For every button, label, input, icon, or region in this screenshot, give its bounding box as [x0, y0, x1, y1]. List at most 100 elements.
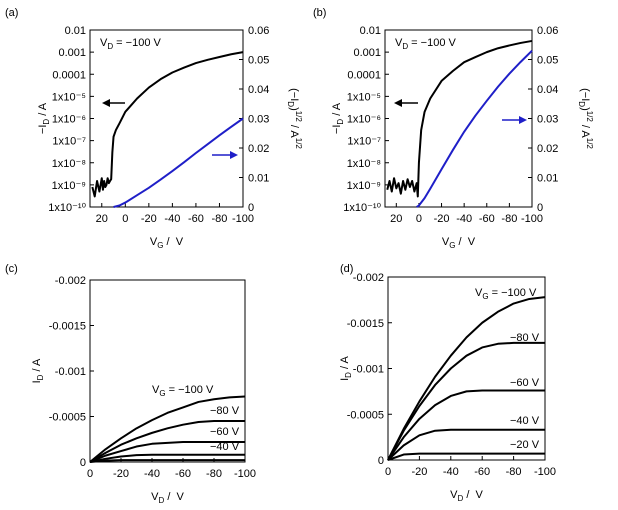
x-tick-label: -60	[474, 466, 490, 478]
annotation-part: D	[107, 42, 113, 51]
x-tick-label: -40	[144, 468, 160, 480]
y-axis-label-part: / A	[339, 355, 351, 372]
x-tick-label: 20	[390, 213, 402, 225]
y-tick-label: 1x10⁻¹⁰	[48, 202, 86, 214]
annotation-part: D	[402, 42, 408, 51]
x-axis-label: VG / V	[442, 236, 476, 250]
curve-label: −20 V	[510, 439, 540, 451]
x-tick-label: -100	[232, 213, 254, 225]
curve-label: −60 V	[210, 426, 240, 438]
panel: (c) 0 -20 -40 -60 -80 -100 0 -0.0005 -0.001 -0.001…	[5, 263, 256, 505]
curve	[387, 452, 545, 461]
y-axis-label: ID / A	[31, 358, 45, 383]
y2-tick-label: 0.05	[248, 55, 269, 67]
curve-label-name: −100 V	[501, 287, 537, 299]
y-axis-label-part: I	[339, 378, 351, 381]
curve-label: VG = −100 V	[475, 287, 537, 301]
y-tick-label: 1x10⁻¹⁰	[343, 202, 381, 214]
annotation-part: V	[100, 37, 108, 49]
annotation: VD = −100 V	[395, 37, 456, 51]
x-tick-label: -60	[188, 213, 204, 225]
x-tick-label: -40	[164, 213, 180, 225]
y-axis-label: −ID / A	[37, 102, 51, 134]
y2-axis-label-part: (−I	[288, 88, 300, 101]
y-tick-label: -0.002	[55, 275, 86, 287]
annotation-part: = −100 V	[113, 37, 161, 49]
x-tick-label: -20	[434, 213, 450, 225]
panel: (a) 20 0 -20 -40 -60 -80 -100 1x10⁻¹⁰ 1x10⁻⁹ 1x10⁻…	[5, 7, 303, 250]
y-axis-label: −ID / A	[331, 102, 345, 134]
curve	[89, 395, 246, 463]
x-tick-label: -80	[206, 468, 222, 480]
y-tick-label: 1x10⁻⁶	[52, 114, 86, 126]
x-axis-label: VD / V	[450, 489, 483, 503]
y-axis-label-part: / A	[331, 102, 343, 119]
x-tick-label: -80	[501, 213, 517, 225]
y-tick-label: 1x10⁻⁸	[347, 158, 381, 170]
x-axis-label-part: G	[449, 241, 455, 250]
arrows	[102, 99, 527, 159]
arrow-head	[102, 99, 110, 107]
x-tick-label: -40	[456, 213, 472, 225]
y2-tick-label: 0.05	[537, 55, 558, 67]
curve	[89, 420, 245, 463]
x-tick-label: -100	[534, 466, 556, 478]
x-tick-label: -100	[521, 213, 543, 225]
y2-tick-label: 0.03	[248, 114, 269, 126]
x-tick-label: 20	[96, 213, 108, 225]
x-tick-label: -20	[141, 213, 157, 225]
x-tick-label: -60	[175, 468, 191, 480]
x-tick-label: -20	[411, 466, 427, 478]
y2-axis-label-part: )	[288, 107, 300, 111]
annotation-part: V	[395, 37, 403, 49]
curve-label-prefix: G	[482, 292, 488, 301]
curve-label-name: −100 V	[178, 384, 214, 396]
x-axis-label-part: V	[450, 489, 458, 501]
y-tick-label: -0.002	[353, 272, 384, 284]
curve-label-prefix: =	[489, 287, 502, 299]
y-tick-label: -0.001	[353, 364, 384, 376]
y-tick-label: 0.0001	[52, 69, 86, 81]
y-axis-label-part: D	[36, 374, 45, 380]
arrow-head	[230, 151, 238, 159]
y-tick-label: 1x10⁻⁷	[52, 136, 86, 148]
y-tick-label: -0.001	[55, 366, 86, 378]
y-tick-label: 0.001	[353, 47, 381, 59]
x-tick-label: 0	[416, 213, 422, 225]
y2-axis-label-part: D	[286, 101, 295, 107]
curve-label-name: −20 V	[510, 439, 540, 451]
y-axis-label-part: D	[336, 119, 345, 125]
y-tick-label: 1x10⁻⁵	[52, 91, 86, 103]
curve-label-prefix: =	[166, 384, 179, 396]
y-tick-label: -0.0015	[49, 321, 86, 333]
y-tick-label: 0.01	[65, 25, 86, 37]
x-axis-label: VG / V	[150, 236, 184, 250]
curve	[387, 296, 546, 461]
curve-label: −60 V	[510, 377, 540, 389]
y2-tick-label: 0	[537, 202, 543, 214]
x-axis-label-part: G	[157, 241, 163, 250]
x-axis-label-part: / V	[164, 236, 184, 248]
y2-axis-label: (−ID)1/2 / A1/2	[286, 88, 303, 149]
curve	[113, 117, 244, 208]
x-axis-label-part: V	[150, 236, 158, 248]
x-axis-label-part: / V	[164, 491, 184, 503]
curve	[387, 341, 545, 461]
y-tick-label: 0.001	[58, 47, 86, 59]
curve-label: −40 V	[210, 441, 240, 453]
y2-axis-label-part: 1/2	[294, 111, 303, 123]
curve-label: −80 V	[510, 332, 540, 344]
x-axis-label: VD / V	[151, 491, 184, 505]
curve	[89, 453, 245, 463]
y-tick-label: 1x10⁻⁸	[52, 158, 86, 170]
y2-tick-label: 0.03	[537, 114, 558, 126]
arrow-head	[519, 116, 527, 124]
curve-label-name: −80 V	[210, 405, 240, 417]
y2-tick-label: 0	[248, 202, 254, 214]
y2-tick-label: 0.06	[537, 25, 558, 37]
arrow-head	[394, 99, 402, 107]
curve	[387, 428, 545, 461]
y-axis-label-part: −I	[37, 125, 49, 134]
x-axis-label-part: V	[442, 236, 450, 248]
